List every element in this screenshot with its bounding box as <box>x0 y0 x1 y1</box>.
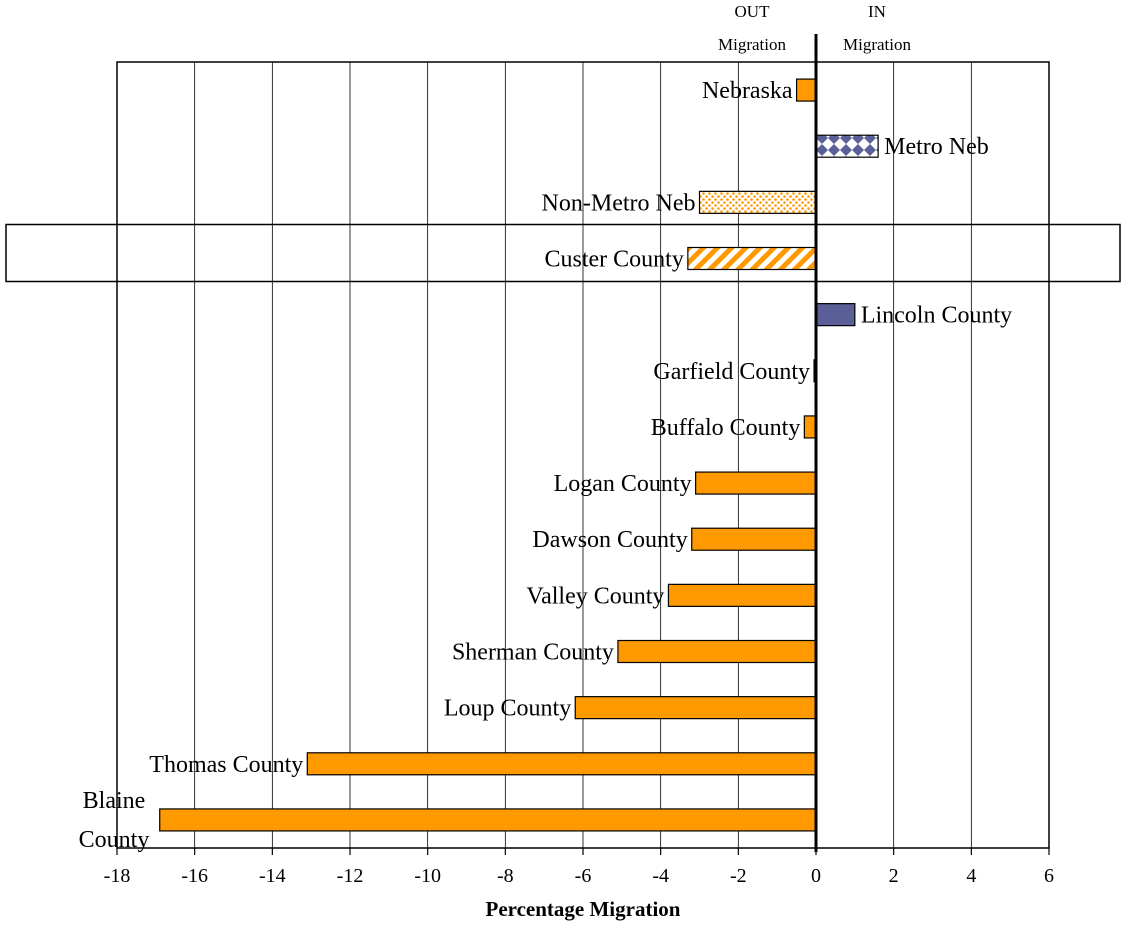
bar-label-blaine-county-line2: County <box>79 827 150 853</box>
bar-loup-county <box>574 696 817 720</box>
bar-valley-county <box>667 583 817 607</box>
bar-label-buffalo-county: Buffalo County <box>651 415 801 441</box>
bar-label-sherman-county: Sherman County <box>452 640 614 666</box>
bar-label-garfield-county: Garfield County <box>653 359 810 385</box>
x-axis-title: Percentage Migration <box>486 897 681 921</box>
bar-sherman-county <box>617 639 817 664</box>
x-tick-label: 0 <box>811 865 821 887</box>
bar-label-logan-county: Logan County <box>554 471 692 497</box>
in-migration-label-line2: Migration <box>843 35 911 54</box>
bar-label-blaine-county-line1: Blaine <box>83 788 146 814</box>
bar-label-non-metro-neb: Non-Metro Neb <box>542 190 696 216</box>
x-tick-label: -8 <box>497 865 514 887</box>
bar-label-valley-county: Valley County <box>526 583 664 609</box>
x-tick-label: 2 <box>889 865 899 887</box>
bar-blaine-county <box>159 808 817 832</box>
x-tick-label: -16 <box>181 865 208 887</box>
x-tick-label: -12 <box>337 865 364 887</box>
out-migration-label-line1: OUT <box>735 2 771 21</box>
x-axis-ticks: -18 -16 -14 -12 -10 -8 -6 -4 -2 0 2 4 6 <box>104 848 1054 887</box>
bar-thomas-county <box>306 752 817 776</box>
bar-label-dawson-county: Dawson County <box>532 527 687 553</box>
out-migration-label-line2: Migration <box>718 35 786 54</box>
bar-buffalo-county <box>803 415 817 439</box>
bar-lincoln-county <box>815 303 856 327</box>
x-tick-label: -6 <box>575 865 592 887</box>
bar-labels: Nebraska Metro Neb Non-Metro Neb Custer Cou… <box>79 78 1013 853</box>
bar-dawson-county <box>691 527 817 551</box>
highlight-layer <box>5 223 1121 283</box>
highlight-box-custer-county <box>5 223 1121 283</box>
bar-label-lincoln-county: Lincoln County <box>861 303 1012 329</box>
x-tick-label: 4 <box>966 865 976 887</box>
bar-non-metro-neb <box>698 190 817 214</box>
bar-nebraska <box>795 78 817 102</box>
bars <box>159 78 879 832</box>
x-tick-label: -2 <box>730 865 747 887</box>
bar-logan-county <box>695 471 817 495</box>
bar-custer-county <box>687 246 817 271</box>
bar-label-custer-county: Custer County <box>545 247 684 273</box>
x-tick-label: -14 <box>259 865 286 887</box>
x-tick-label: -10 <box>414 865 441 887</box>
bar-label-loup-county: Loup County <box>444 696 571 722</box>
bar-label-thomas-county: Thomas County <box>149 752 303 778</box>
bar-metro-neb <box>815 134 879 158</box>
bar-label-nebraska: Nebraska <box>702 78 793 104</box>
in-migration-label-line1: IN <box>868 2 886 21</box>
x-tick-label: -4 <box>652 865 669 887</box>
x-tick-label: -18 <box>104 865 131 887</box>
x-tick-label: 6 <box>1044 865 1054 887</box>
bar-label-metro-neb: Metro Neb <box>884 134 989 160</box>
